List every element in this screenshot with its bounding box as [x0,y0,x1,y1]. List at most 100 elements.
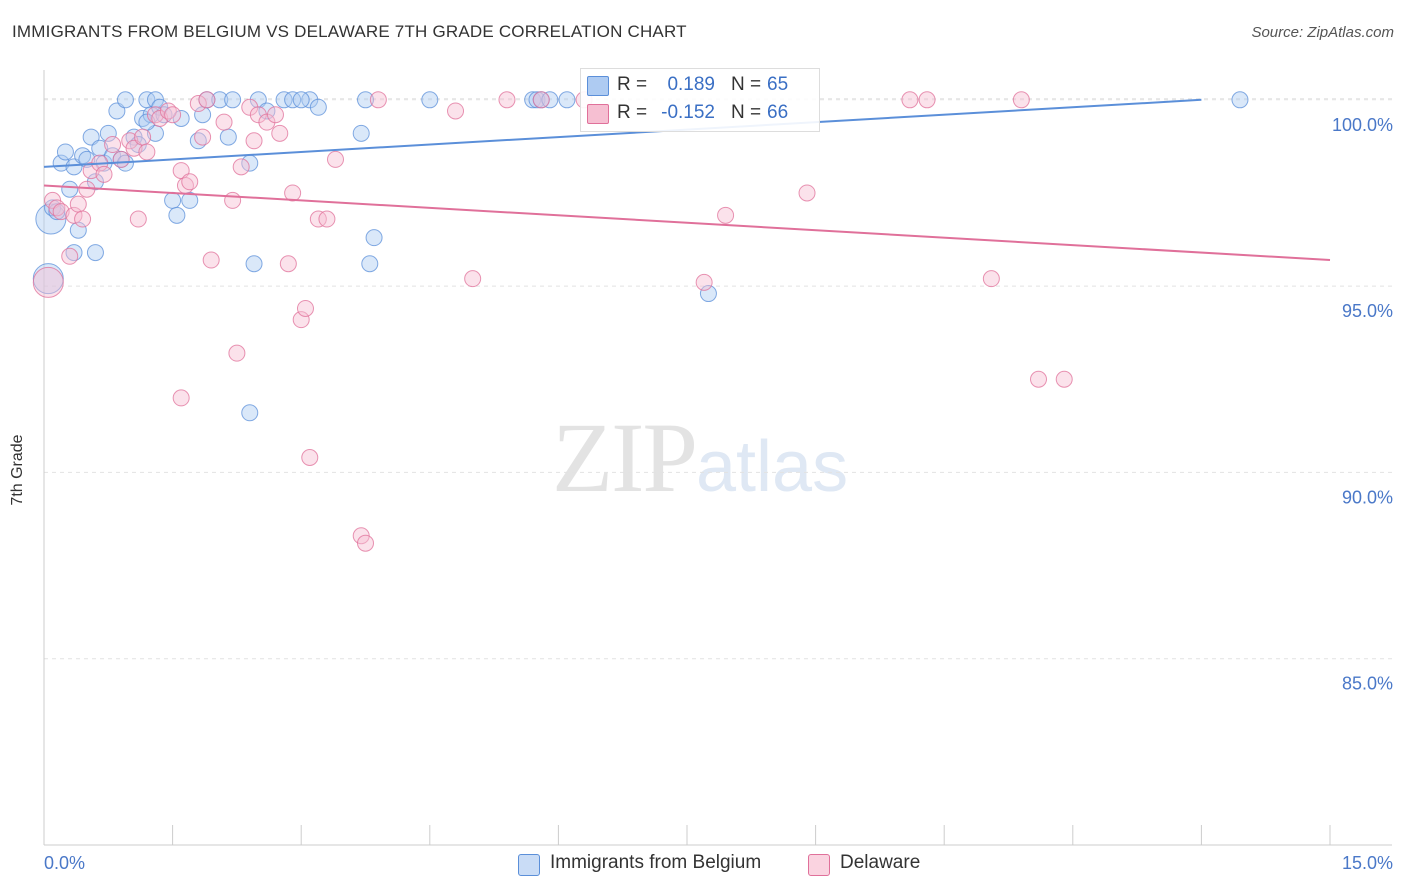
points-layer [32,91,1249,552]
belgium-trendline [43,98,1202,168]
belgium-point [541,91,559,109]
belgium-point [219,128,237,146]
belgium-point [56,143,74,161]
trend-layer [43,98,1331,262]
belgium-point [524,91,542,109]
belgium-point [309,98,327,116]
delaware-point [447,102,465,120]
delaware-point [202,251,220,269]
legend-label-delaware: Delaware [840,852,921,873]
delaware-point [164,106,182,124]
legend-row-belgium: R = 0.189 N = 65 [581,72,819,100]
belgium-point [86,244,104,262]
belgium-point [65,158,83,176]
belgium-point [352,124,370,142]
stats-legend: R = 0.189 N = 65 R = -0.152 N = 66 [580,68,820,132]
belgium-point [301,91,319,109]
belgium-point [99,124,117,142]
belgium-point [211,91,229,109]
delaware-point [241,98,259,116]
delaware-point [918,91,936,109]
belgium-point [249,91,267,109]
delaware-point [74,210,92,228]
legend-n-value: 65 [767,74,789,95]
x-tick-label: 0.0% [44,853,85,873]
belgium-point [168,206,186,224]
delaware-point [65,206,83,224]
legend-n-value: 66 [767,102,789,123]
delaware-point [194,128,212,146]
belgium-point [172,109,190,127]
delaware-point [232,158,250,176]
delaware-point [104,136,122,154]
chart-title: IMMIGRANTS FROM BELGIUM VS DELAWARE 7TH … [12,22,687,41]
belgium-point [52,154,70,172]
delaware-point [181,173,199,191]
delaware-point [279,255,297,273]
belgium-point [284,91,302,109]
delaware-point [125,139,143,157]
y-tick-label: 100.0% [1332,115,1393,135]
delaware-point [532,91,550,109]
belgium-point [164,191,182,209]
delaware-point [464,270,482,288]
delaware-point [129,210,147,228]
legend-row-delaware: R = -0.152 N = 66 [581,100,819,128]
belgium-point [241,404,259,422]
delaware-point [498,91,516,109]
delaware-point [1012,91,1030,109]
legend-r-label: R = [617,102,648,123]
delaware-point [901,91,919,109]
x-tick-label: 15.0% [1342,853,1393,873]
belgium-point [61,180,79,198]
legend-swatch-pink [808,854,830,876]
delaware-point [249,106,267,124]
belgium-point [699,285,717,303]
delaware-point [1055,370,1073,388]
delaware-point [189,95,207,113]
delaware-point [326,150,344,168]
axis-layer [43,70,1392,846]
delaware-point [134,128,152,146]
watermark-zip: ZIP [552,402,698,513]
belgium-point [224,91,242,109]
delaware-point [151,109,169,127]
belgium-point [116,91,134,109]
y-tick-label: 85.0% [1342,674,1393,694]
y-tick-label: 90.0% [1342,487,1393,507]
delaware-point [318,210,336,228]
legend-swatch-pink [587,104,609,124]
belgium-point [82,128,100,146]
delaware-point [266,106,284,124]
belgium-point [108,102,126,120]
source-label: Source: ZipAtlas.com [1251,24,1394,41]
belgium-point [421,91,439,109]
delaware-point [228,344,246,362]
legend-n-label: N = [731,102,762,123]
belgium-point [35,203,67,235]
delaware-trendline [43,184,1331,262]
delaware-point [245,132,263,150]
delaware-point [138,143,156,161]
delaware-point [82,162,100,180]
delaware-point [224,191,242,209]
delaware-point [215,113,233,131]
series-legend: Immigrants from Belgium Delaware [0,852,1406,878]
delaware-point [271,124,289,142]
delaware-point [296,299,314,317]
delaware-point [95,165,113,183]
belgium-point [528,91,546,109]
delaware-point [112,150,130,168]
legend-r-value: -0.152 [661,102,715,123]
delaware-point [301,449,319,466]
delaware-point [369,91,387,109]
legend-r-value: 0.189 [667,74,715,95]
delaware-point [695,273,713,291]
belgium-point [357,91,374,109]
belgium-point [365,229,383,247]
delaware-point [1030,370,1048,388]
legend-swatch-blue [587,76,609,96]
belgium-point [245,255,263,273]
delaware-point [198,91,216,109]
